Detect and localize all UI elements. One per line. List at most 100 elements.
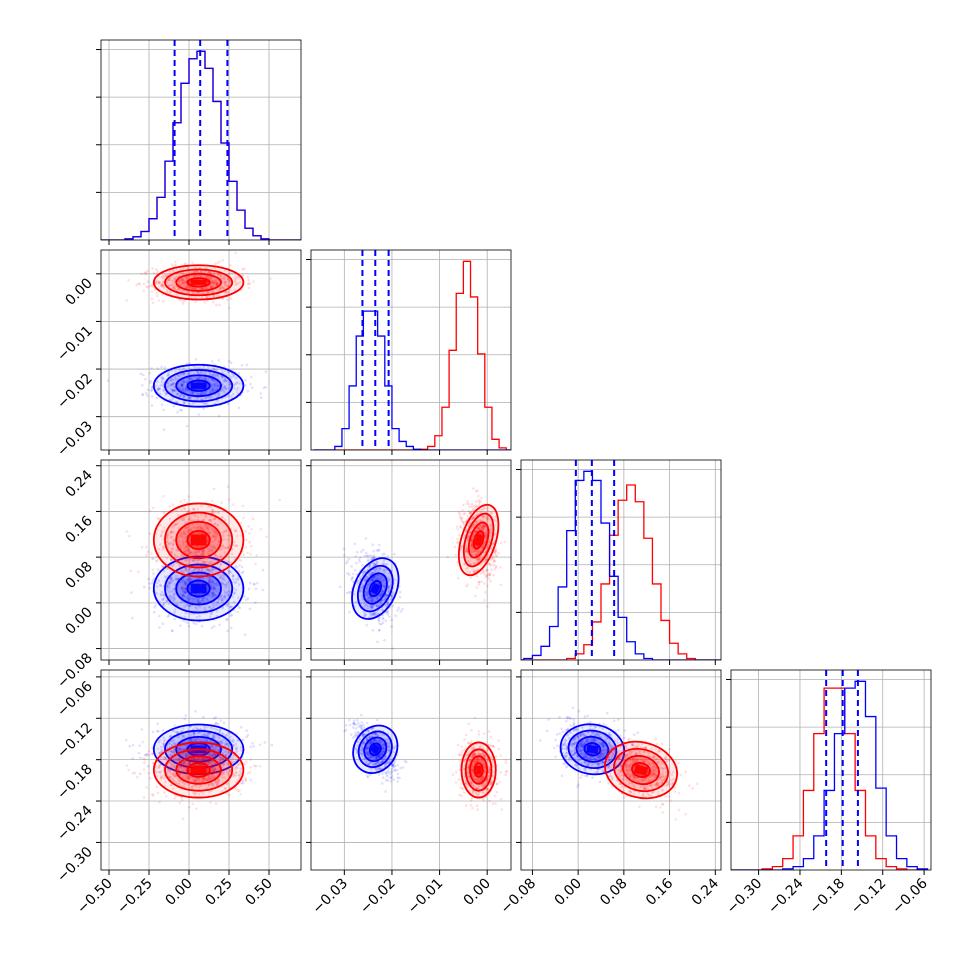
scatter-point	[227, 744, 230, 748]
scatter-point	[232, 574, 235, 577]
scatter-point	[236, 392, 239, 395]
scatter-point	[168, 517, 172, 521]
scatter-point	[197, 731, 200, 734]
scatter-point	[214, 753, 217, 756]
scatter-point	[377, 543, 381, 547]
scatter-point	[372, 613, 376, 616]
scatter-point	[226, 602, 230, 606]
scatter-point	[174, 288, 177, 291]
scatter-point	[179, 624, 182, 628]
scatter-point	[207, 580, 211, 583]
scatter-point	[370, 578, 373, 582]
scatter-point	[470, 538, 474, 542]
scatter-point	[223, 595, 226, 598]
scatter-point	[455, 525, 459, 528]
scatter-point	[157, 299, 161, 302]
scatter-point	[225, 582, 229, 585]
scatter-point	[369, 578, 372, 582]
scatter-point	[199, 527, 202, 530]
scatter-point	[196, 275, 199, 278]
scatter-point	[165, 281, 168, 284]
scatter-point	[218, 595, 222, 599]
scatter-point	[177, 750, 181, 753]
scatter-point	[227, 764, 230, 768]
scatter-point	[201, 391, 204, 395]
scatter-point	[474, 545, 478, 548]
scatter-point	[352, 592, 356, 596]
scatter-point	[486, 517, 490, 520]
scatter-point	[459, 525, 462, 528]
scatter-point	[173, 378, 177, 382]
scatter-point	[187, 529, 190, 533]
scatter-point	[489, 563, 493, 567]
scatter-point	[366, 591, 370, 594]
scatter-point	[181, 387, 184, 391]
scatter-point	[468, 512, 472, 515]
scatter-point	[160, 531, 164, 535]
scatter-point	[347, 591, 351, 594]
scatter-point	[212, 752, 215, 756]
scatter-point	[476, 489, 479, 493]
scatter-point	[161, 603, 165, 607]
scatter-point	[150, 552, 153, 555]
scatter-point	[188, 567, 192, 571]
scatter-point	[160, 283, 164, 287]
scatter-point	[231, 738, 235, 741]
scatter-point	[168, 270, 172, 274]
scatter-point	[200, 295, 204, 299]
scatter-point	[188, 769, 192, 772]
scatter-point	[371, 598, 374, 601]
scatter-point	[459, 516, 463, 520]
scatter-point	[179, 387, 183, 391]
scatter-point	[228, 605, 232, 609]
scatter-point	[206, 576, 210, 579]
scatter-point	[211, 595, 215, 599]
scatter-point	[235, 544, 238, 547]
scatter-point	[458, 512, 462, 516]
scatter-point	[212, 735, 215, 738]
scatter-point	[221, 741, 224, 745]
scatter-point	[358, 560, 362, 563]
scatter-point	[201, 371, 204, 374]
scatter-point	[172, 282, 176, 285]
scatter-point	[177, 767, 180, 771]
scatter-point	[173, 751, 177, 755]
scatter-point	[209, 505, 213, 509]
scatter-point	[192, 597, 196, 600]
scatter-point	[390, 618, 394, 622]
scatter-point	[194, 551, 198, 554]
scatter-point	[197, 524, 201, 527]
scatter-point	[169, 597, 173, 601]
scatter-point	[182, 372, 185, 376]
scatter-point	[366, 554, 370, 558]
scatter-point	[373, 563, 376, 567]
scatter-point	[234, 581, 238, 584]
scatter-point	[166, 540, 169, 544]
scatter-point	[476, 526, 480, 530]
scatter-point	[368, 613, 372, 616]
scatter-point	[228, 756, 231, 760]
histogram-series_a	[101, 50, 301, 240]
scatter-point	[187, 806, 191, 809]
scatter-point	[211, 280, 214, 284]
scatter-point	[171, 763, 175, 766]
contour-line	[186, 529, 211, 551]
scatter-point	[475, 569, 479, 572]
scatter-point	[202, 597, 205, 600]
scatter-point	[190, 287, 193, 290]
scatter-point	[181, 582, 185, 586]
scatter-point	[475, 574, 479, 578]
scatter-point	[188, 761, 191, 764]
scatter-point	[190, 757, 193, 761]
scatter-point	[230, 626, 233, 630]
scatter-point	[466, 570, 469, 574]
scatter-point	[211, 499, 214, 503]
scatter-point	[390, 597, 393, 600]
scatter-point	[177, 748, 181, 751]
scatter-point	[240, 571, 243, 575]
scatter-point	[480, 525, 484, 528]
scatter-point	[377, 629, 381, 632]
scatter-point	[222, 534, 226, 538]
scatter-point	[173, 598, 176, 601]
scatter-point	[237, 583, 241, 586]
